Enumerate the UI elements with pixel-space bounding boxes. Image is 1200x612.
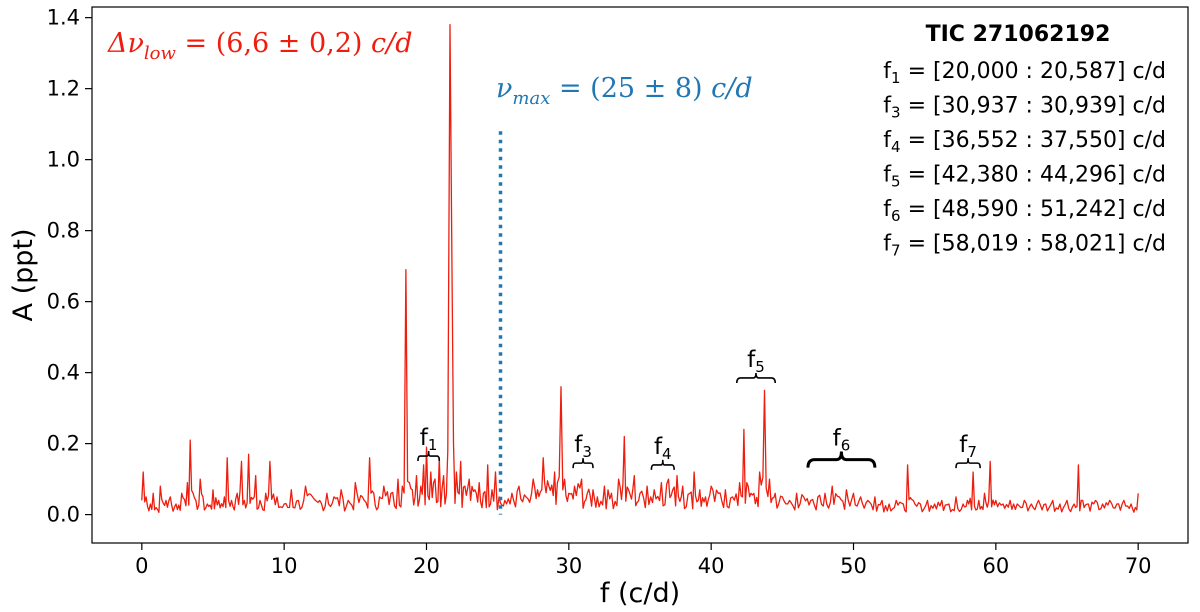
y-tick-label: 1.2 bbox=[47, 77, 80, 101]
range-sub: 5 bbox=[891, 173, 901, 191]
brace-label-f7: f7 bbox=[959, 432, 977, 461]
brace-label-sub: 1 bbox=[428, 436, 438, 454]
brace-label-sub: 5 bbox=[755, 358, 765, 376]
range-text: = [20,000 : 20,587] c/d bbox=[901, 59, 1166, 84]
y-tick-label: 0.0 bbox=[47, 503, 80, 527]
series-layer bbox=[141, 24, 1139, 513]
delta-nu-symbol: Δν bbox=[107, 28, 144, 59]
range-sub: 1 bbox=[891, 69, 901, 87]
range-line-f5: f5 = [42,380 : 44,296] c/d bbox=[883, 163, 1166, 191]
range-name: f bbox=[883, 94, 892, 119]
brace-label-sub: 7 bbox=[967, 443, 977, 461]
brace-label-f5: f5 bbox=[747, 347, 765, 376]
x-tick-label: 0 bbox=[135, 554, 148, 578]
y-axis: 0.0 0.2 0.4 0.6 0.8 1.0 1.2 1.4 bbox=[47, 6, 92, 527]
x-tick-label: 60 bbox=[982, 554, 1009, 578]
range-line-f7: f7 = [58,019 : 58,021] c/d bbox=[883, 232, 1166, 260]
nu-max-annotation: νmax = (25 ± 8) c/d bbox=[496, 73, 753, 109]
range-sub: 7 bbox=[891, 242, 901, 260]
range-text: = [48,590 : 51,242] c/d bbox=[901, 197, 1166, 222]
y-tick-label: 1.4 bbox=[47, 6, 80, 30]
delta-nu-value: = (6,6 ± 0,2) bbox=[176, 28, 371, 59]
x-axis-title: f (c/d) bbox=[600, 578, 680, 609]
nu-max-unit: c/d bbox=[711, 73, 753, 104]
x-tick-label: 50 bbox=[840, 554, 867, 578]
x-tick-label: 40 bbox=[698, 554, 725, 578]
range-line-f1: f1 = [20,000 : 20,587] c/d bbox=[883, 59, 1166, 87]
nu-max-subscript: max bbox=[512, 88, 550, 109]
x-tick-label: 70 bbox=[1125, 554, 1152, 578]
brace-label-f3: f3 bbox=[574, 432, 592, 461]
brace-label-f6: f6 bbox=[833, 426, 851, 455]
delta-nu-annotation: Δνlow = (6,6 ± 0,2) c/d bbox=[107, 28, 413, 64]
star-id: TIC 271062192 bbox=[926, 22, 1111, 47]
brace-label-name: f bbox=[959, 432, 968, 458]
range-line-f6: f6 = [48,590 : 51,242] c/d bbox=[883, 197, 1166, 225]
range-sub: 6 bbox=[891, 207, 901, 225]
y-tick-label: 1.0 bbox=[47, 148, 80, 172]
x-tick-label: 20 bbox=[413, 554, 440, 578]
range-text: = [58,019 : 58,021] c/d bbox=[901, 232, 1166, 257]
range-name: f bbox=[883, 232, 892, 257]
brace-label-name: f bbox=[574, 432, 583, 458]
plot-frame bbox=[91, 6, 1189, 544]
x-axis: 0 10 20 30 40 50 60 70 bbox=[135, 543, 1152, 578]
brace-f6 bbox=[806, 451, 877, 468]
range-sub: 4 bbox=[891, 138, 901, 156]
y-tick-label: 0.4 bbox=[47, 361, 80, 385]
brace-label-sub: 4 bbox=[662, 445, 672, 463]
x-tick-label: 30 bbox=[555, 554, 582, 578]
y-tick-label: 0.2 bbox=[47, 432, 80, 456]
delta-nu-subscript: low bbox=[144, 43, 177, 64]
y-tick-label: 0.8 bbox=[47, 219, 80, 243]
brace-label-name: f bbox=[747, 347, 756, 373]
brace-label-name: f bbox=[833, 426, 842, 452]
brace-label-f4: f4 bbox=[654, 434, 672, 463]
brace-label-sub: 6 bbox=[841, 437, 851, 455]
frequency-ranges-list: f1 = [20,000 : 20,587] c/df3 = [30,937 :… bbox=[883, 59, 1166, 260]
range-name: f bbox=[883, 59, 892, 84]
brace-label-f1: f1 bbox=[420, 425, 438, 454]
range-name: f bbox=[883, 197, 892, 222]
range-text: = [30,937 : 30,939] c/d bbox=[901, 94, 1166, 119]
range-name: f bbox=[883, 163, 892, 188]
nu-max-value: = (25 ± 8) bbox=[550, 73, 711, 104]
range-text: = [42,380 : 44,296] c/d bbox=[901, 163, 1166, 188]
range-line-f3: f3 = [30,937 : 30,939] c/d bbox=[883, 94, 1166, 122]
series-line-0 bbox=[141, 24, 1139, 513]
range-sub: 3 bbox=[891, 104, 901, 122]
y-axis-title: A (ppt) bbox=[8, 229, 39, 322]
range-line-f4: f4 = [36,552 : 37,550] c/d bbox=[883, 128, 1166, 156]
nu-max-symbol: ν bbox=[496, 73, 512, 104]
x-tick-label: 10 bbox=[271, 554, 298, 578]
brace-label-name: f bbox=[654, 434, 663, 460]
range-name: f bbox=[883, 128, 892, 153]
brace-label-sub: 3 bbox=[582, 443, 592, 461]
brace-label-name: f bbox=[420, 425, 429, 451]
y-tick-label: 0.6 bbox=[47, 290, 80, 314]
delta-nu-unit: c/d bbox=[371, 28, 413, 59]
range-text: = [36,552 : 37,550] c/d bbox=[901, 128, 1166, 153]
